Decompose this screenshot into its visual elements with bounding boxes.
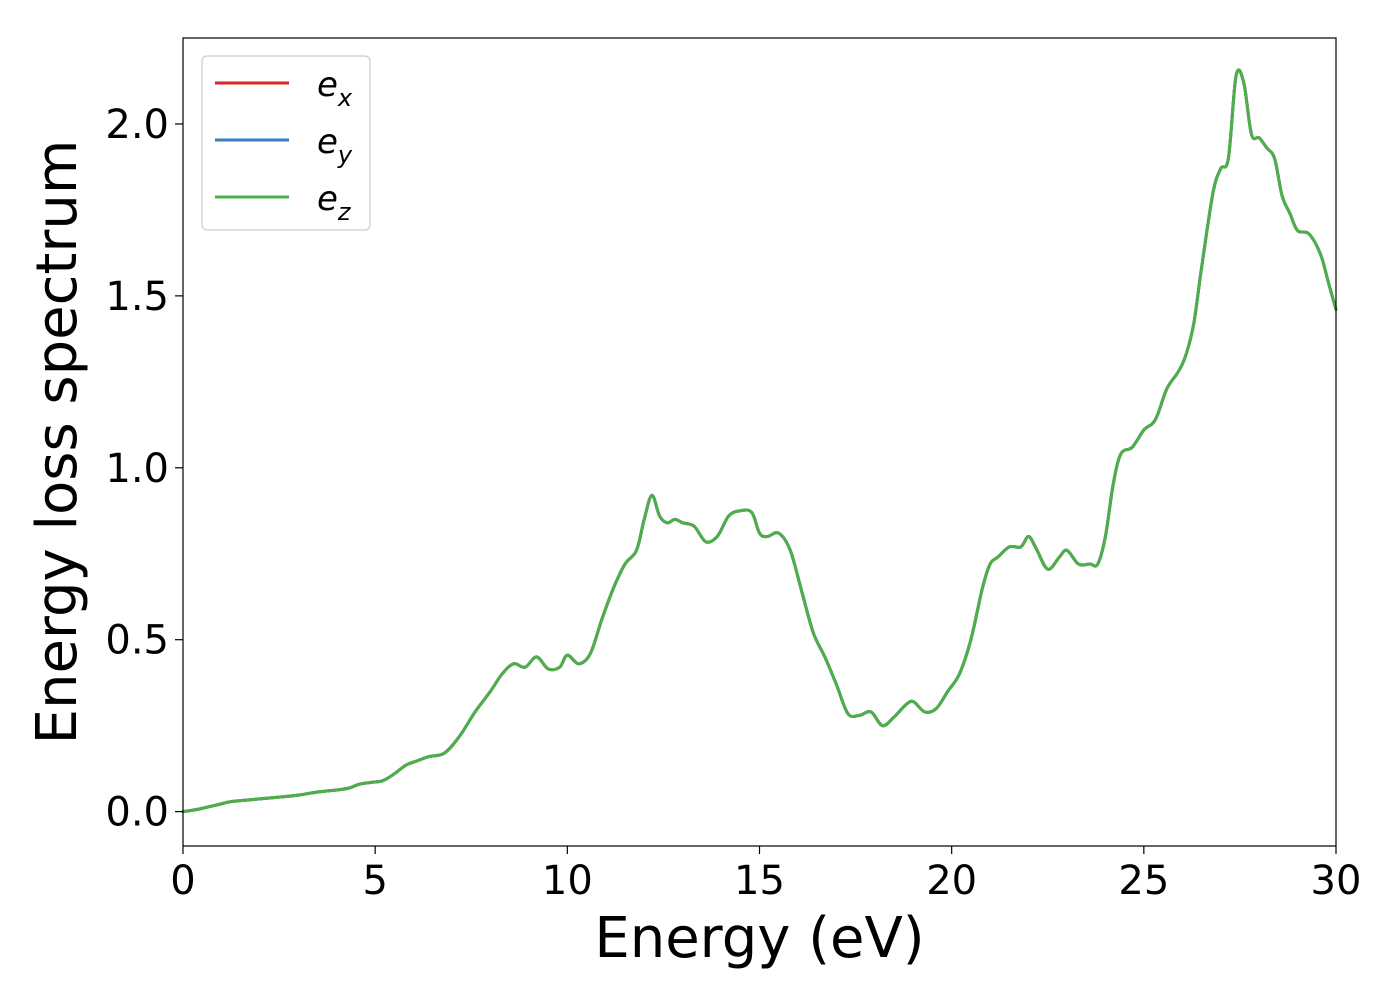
- legend-box: [201, 55, 371, 231]
- legend-label-e-y: ey: [317, 122, 353, 169]
- x-tick-label: 20: [926, 858, 977, 904]
- y-tick-label: 1.5: [105, 274, 169, 320]
- x-tick-label: 10: [542, 858, 593, 904]
- y-tick-label: 2.0: [105, 102, 169, 148]
- series-layer: [181, 68, 1338, 814]
- y-tick-label: 0.5: [105, 618, 169, 664]
- y-axis-title: Energy loss spectrum: [25, 140, 90, 745]
- x-tick-label: 30: [1311, 858, 1362, 904]
- legend-label-e-x: ex: [317, 65, 353, 112]
- y-axis-ticks: 0.0 0.5 1.0 1.5 2.0: [105, 102, 183, 836]
- y-tick-label: 0.0: [105, 790, 169, 836]
- x-tick-label: 15: [734, 858, 785, 904]
- x-axis-title: Energy (eV): [594, 906, 924, 971]
- x-axis-ticks: 0 5 10 15 20 25 30: [170, 846, 1361, 904]
- x-tick-label: 25: [1118, 858, 1169, 904]
- y-tick-label: 1.0: [105, 446, 169, 492]
- series-line-e-z: [181, 68, 1338, 814]
- x-tick-label: 5: [362, 858, 387, 904]
- x-tick-label: 0: [170, 858, 195, 904]
